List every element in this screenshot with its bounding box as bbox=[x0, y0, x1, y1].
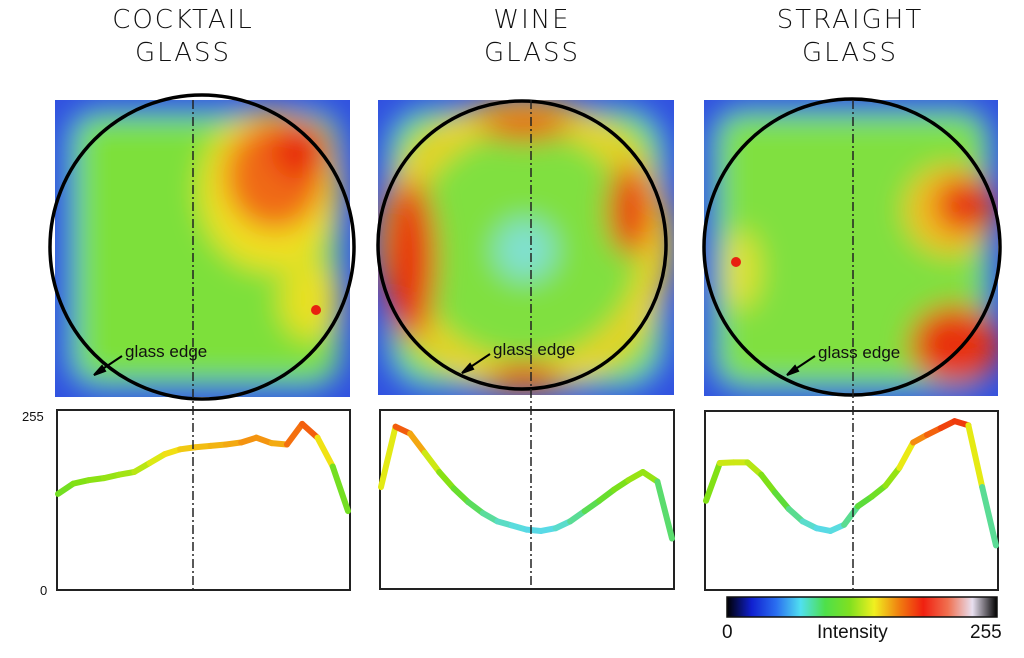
profile-segment bbox=[703, 460, 723, 504]
colorbar-max-label: 255 bbox=[970, 622, 1002, 643]
profile-segment bbox=[465, 499, 486, 517]
profile-segment bbox=[329, 463, 351, 515]
profile-box-cocktail bbox=[56, 409, 351, 591]
colorbar-min-label: 0 bbox=[722, 622, 733, 643]
glass-edge-circle bbox=[376, 99, 668, 391]
profile-segment bbox=[758, 471, 779, 496]
y-tick-max: 255 bbox=[22, 409, 44, 424]
profile-segment bbox=[744, 459, 765, 478]
profile-segment bbox=[654, 478, 675, 542]
center-lines bbox=[192, 100, 854, 590]
profile-segment bbox=[299, 420, 321, 441]
title-wine: WINE GLASS bbox=[382, 4, 682, 70]
title-line: WINE bbox=[493, 5, 571, 35]
glass-edge-label: glass edge bbox=[818, 343, 901, 362]
profile-segment bbox=[378, 423, 399, 491]
colorbar-title: Intensity bbox=[817, 622, 888, 643]
glass-edge-label: glass edge bbox=[493, 340, 576, 359]
profile-segment bbox=[407, 430, 428, 456]
glass-edge-circle bbox=[702, 97, 1002, 397]
title-line: GLASS bbox=[134, 38, 232, 68]
arrows bbox=[93, 353, 816, 376]
title-line: STRAIGHT bbox=[776, 5, 924, 35]
glass-edge-label: glass edge bbox=[125, 342, 208, 361]
profile-segment bbox=[450, 485, 472, 506]
profile-segment bbox=[979, 484, 999, 549]
profile-segment bbox=[882, 464, 903, 489]
profile-segment bbox=[314, 434, 336, 470]
title-straight: STRAIGHT GLASS bbox=[700, 4, 1000, 70]
profile-segment bbox=[841, 503, 861, 528]
profile-segment bbox=[596, 486, 617, 504]
profile-box-wine bbox=[379, 409, 675, 590]
profile-segment bbox=[785, 506, 806, 525]
profile-box-straight bbox=[704, 410, 999, 591]
y-tick-min: 0 bbox=[40, 583, 48, 598]
profile-segment bbox=[55, 480, 77, 497]
glass-edge-circle bbox=[48, 93, 356, 401]
profile-segment bbox=[772, 489, 792, 513]
profile-segment bbox=[436, 468, 457, 492]
title-line: COCKTAIL bbox=[112, 5, 254, 35]
title-cocktail: COCKTAIL GLASS bbox=[33, 4, 333, 70]
heatmap-wine bbox=[378, 100, 674, 395]
profile-segment bbox=[283, 420, 306, 448]
profile-segment bbox=[896, 439, 917, 471]
heatmap-cocktail bbox=[55, 100, 350, 397]
title-line: GLASS bbox=[801, 38, 899, 68]
title-line: GLASS bbox=[483, 38, 581, 68]
profile-segment bbox=[421, 449, 443, 475]
heatmap-straight bbox=[704, 100, 998, 396]
profile-segment bbox=[965, 422, 986, 491]
colorbar bbox=[726, 596, 998, 618]
